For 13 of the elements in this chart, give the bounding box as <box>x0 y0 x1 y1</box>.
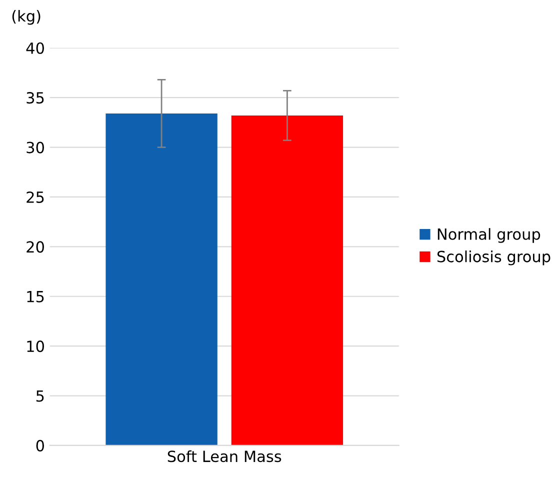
legend-label: Scoliosis group <box>437 250 550 266</box>
x-tick-label: Soft Lean Mass <box>168 450 282 462</box>
y-tick-label: 0 <box>36 440 44 452</box>
y-tick-label: 25 <box>26 191 44 204</box>
y-tick-label: 20 <box>26 241 44 253</box>
y-axis-title: (kg) <box>12 10 40 25</box>
y-tick-label: 5 <box>36 390 44 402</box>
y-tick-label: 35 <box>26 92 44 104</box>
y-tick-label: 10 <box>27 340 44 352</box>
y-tick-label: 40 <box>26 42 44 54</box>
y-tick-label: 30 <box>26 142 44 154</box>
legend-label: Normal group <box>438 228 540 243</box>
y-tick-label: 15 <box>27 291 44 302</box>
